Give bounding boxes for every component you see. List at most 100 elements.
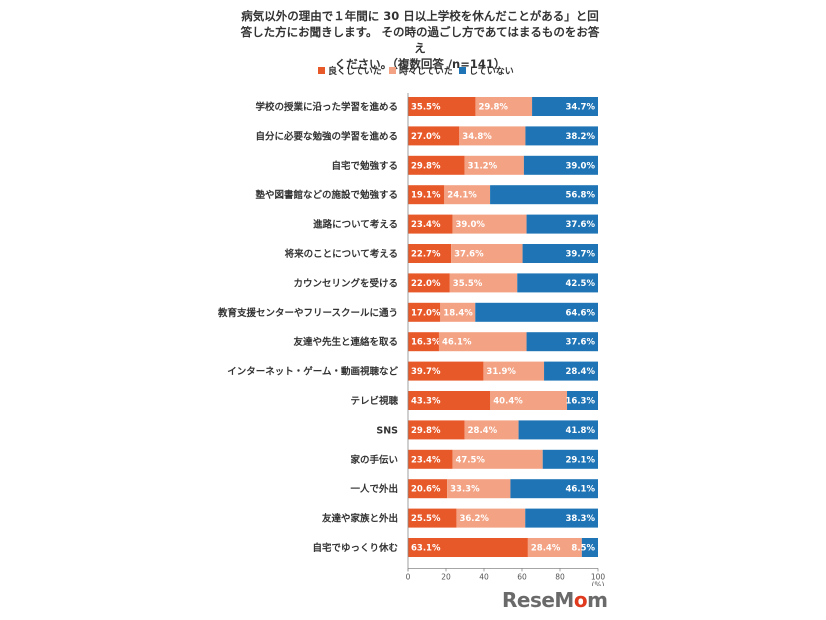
data-label-6-1: 22.7% bbox=[411, 250, 441, 260]
bar-segment-3-2 bbox=[464, 155, 524, 175]
bar-segment-3-3 bbox=[523, 155, 598, 175]
bar-segment-16-3 bbox=[581, 538, 598, 557]
bar-segment-4-1 bbox=[408, 185, 445, 205]
data-label-14-3: 46.1% bbox=[566, 485, 596, 495]
bar-segment-2-1 bbox=[408, 126, 460, 146]
bar-segment-16-2 bbox=[527, 538, 582, 557]
data-label-12-2: 28.4% bbox=[468, 426, 498, 436]
bar-segment-6-2 bbox=[451, 244, 523, 263]
data-label-8-2: 18.4% bbox=[443, 308, 473, 318]
legend-label-1: 良くしていた bbox=[328, 65, 382, 77]
bar-segment-8-3 bbox=[475, 302, 598, 322]
data-label-7-2: 35.5% bbox=[453, 279, 483, 289]
data-label-3-3: 39.0% bbox=[566, 161, 596, 171]
legend-label-2: 時々していた bbox=[399, 65, 453, 77]
bar-segment-10-1 bbox=[408, 361, 484, 381]
bar-segment-14-1 bbox=[408, 479, 448, 499]
data-label-13-3: 29.1% bbox=[566, 455, 596, 465]
bar-segment-7-3 bbox=[517, 273, 598, 293]
category-label-12: SNS bbox=[376, 425, 398, 436]
category-label-16: 自宅でゆっくり休む bbox=[312, 542, 398, 554]
bar-segment-14-2 bbox=[447, 479, 511, 499]
category-label-3: 自宅で勉強する bbox=[331, 160, 398, 172]
bar-segment-13-2 bbox=[452, 449, 543, 469]
category-label-10: インターネット・ゲーム・動画視聴など bbox=[227, 366, 398, 378]
bar-segment-16-1 bbox=[408, 538, 528, 557]
bar-segment-10-3 bbox=[544, 361, 598, 381]
bar-segment-1-2 bbox=[475, 97, 533, 116]
bar-segment-11-2 bbox=[490, 391, 568, 410]
category-label-7: カウンセリングを受ける bbox=[293, 277, 398, 289]
data-label-6-2: 37.6% bbox=[454, 250, 484, 260]
category-label-11: テレビ視聴 bbox=[350, 395, 398, 407]
data-label-16-1: 63.1% bbox=[411, 544, 441, 554]
data-label-11-3: 16.3% bbox=[566, 397, 596, 407]
bar-segment-5-1 bbox=[408, 214, 453, 234]
data-label-7-3: 42.5% bbox=[566, 279, 596, 289]
bar-segment-1-1 bbox=[408, 97, 476, 116]
data-label-4-1: 19.1% bbox=[411, 191, 441, 201]
bar-segment-9-2 bbox=[438, 332, 527, 352]
data-label-1-1: 35.5% bbox=[411, 103, 441, 113]
bar-segment-5-2 bbox=[452, 214, 527, 234]
bar-segment-9-1 bbox=[408, 332, 439, 352]
category-label-8: 教育支援センターやフリースクールに通う bbox=[217, 307, 398, 319]
data-label-9-2: 46.1% bbox=[442, 338, 472, 348]
bar-segment-11-3 bbox=[567, 391, 598, 410]
data-label-15-2: 36.2% bbox=[459, 514, 489, 524]
data-label-11-2: 40.4% bbox=[493, 397, 523, 407]
bar-segment-12-1 bbox=[408, 420, 465, 440]
x-tick-label-5: 80 bbox=[555, 572, 565, 581]
bar-segment-5-3 bbox=[526, 214, 598, 234]
category-label-13: 家の手伝い bbox=[350, 454, 398, 466]
data-label-10-2: 31.9% bbox=[486, 367, 516, 377]
category-label-2: 自分に必要な勉強の学習を進める bbox=[255, 130, 398, 142]
x-tick-label-3: 40 bbox=[479, 572, 489, 581]
data-label-4-2: 24.1% bbox=[447, 191, 477, 201]
x-tick-label-4: 60 bbox=[517, 572, 527, 581]
data-label-11-1: 43.3% bbox=[411, 397, 441, 407]
bar-segment-6-1 bbox=[408, 244, 452, 263]
data-label-5-3: 37.6% bbox=[566, 220, 596, 230]
legend-swatch-3 bbox=[459, 67, 466, 74]
data-label-15-1: 25.5% bbox=[411, 514, 441, 524]
legend-swatch-1 bbox=[318, 67, 325, 74]
x-tick-label-1: 0 bbox=[406, 572, 411, 581]
bar-segment-14-3 bbox=[510, 479, 598, 499]
bar-segment-12-3 bbox=[518, 420, 598, 440]
data-label-9-3: 37.6% bbox=[566, 338, 596, 348]
title-line-1: 病気以外の理由で１年間に 30 日以上学校を休んだことがある」と回 bbox=[241, 9, 599, 23]
data-label-12-1: 29.8% bbox=[411, 426, 441, 436]
category-label-14: 一人で外出 bbox=[350, 483, 398, 495]
data-label-10-3: 28.4% bbox=[566, 367, 596, 377]
data-label-14-2: 33.3% bbox=[450, 485, 480, 495]
bar-segment-12-2 bbox=[464, 420, 519, 440]
bar-segment-13-3 bbox=[542, 449, 598, 469]
x-tick-label-6: 100 bbox=[591, 572, 606, 581]
category-label-1: 学校の授業に沿った学習を進める bbox=[255, 101, 398, 113]
bar-segment-2-2 bbox=[459, 126, 526, 146]
category-label-9: 友達や先生と連絡を取る bbox=[292, 336, 398, 348]
data-label-13-1: 23.4% bbox=[411, 455, 441, 465]
data-label-15-3: 38.3% bbox=[566, 514, 596, 524]
data-label-14-1: 20.6% bbox=[411, 485, 441, 495]
data-label-2-3: 38.2% bbox=[566, 132, 596, 142]
bar-segment-15-3 bbox=[525, 508, 598, 528]
resemom-logo: ReseMom bbox=[502, 588, 608, 612]
bar-segment-10-2 bbox=[483, 361, 545, 381]
bar-segment-3-1 bbox=[408, 155, 465, 175]
data-label-8-1: 17.0% bbox=[411, 308, 441, 318]
bar-segment-11-1 bbox=[408, 391, 491, 410]
bar-segment-2-3 bbox=[525, 126, 598, 146]
bar-segment-9-3 bbox=[526, 332, 598, 352]
data-label-2-1: 27.0% bbox=[411, 132, 441, 142]
bar-segment-4-2 bbox=[444, 185, 491, 205]
data-label-8-3: 64.6% bbox=[566, 308, 596, 318]
category-label-15: 友達や家族と外出 bbox=[321, 513, 398, 525]
data-label-3-1: 29.8% bbox=[411, 161, 441, 171]
data-label-1-2: 29.8% bbox=[478, 103, 508, 113]
data-label-12-3: 41.8% bbox=[566, 426, 596, 436]
bar-segment-4-3 bbox=[490, 185, 598, 205]
bar-segment-8-2 bbox=[440, 302, 476, 322]
